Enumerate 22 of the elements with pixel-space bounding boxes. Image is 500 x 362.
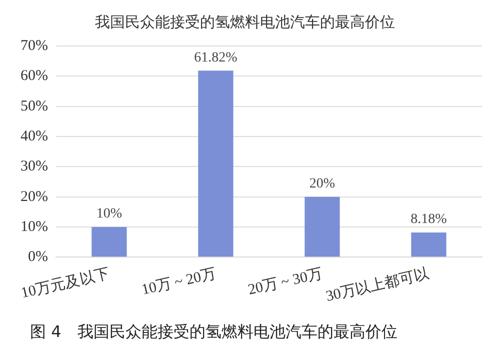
y-tick-label: 30% xyxy=(20,158,48,175)
data-label: 8.18% xyxy=(410,212,448,228)
y-tick-label: 10% xyxy=(20,218,48,235)
chart-title: 我国民众能接受的氢燃料电池汽车的最高价位 xyxy=(95,14,395,31)
y-tick-label: 0% xyxy=(28,249,48,266)
bar xyxy=(411,232,446,257)
caption: 图 4 我国民众能接受的氢燃料电池汽车的最高价位 xyxy=(29,322,398,343)
y-tick-label: 50% xyxy=(20,98,48,114)
x-tick-label: 20万 ~ 30万 xyxy=(246,266,324,298)
y-tick-label: 70% xyxy=(20,38,48,54)
x-tick-label: 30万以上都可以 xyxy=(324,265,430,305)
data-label: 61.82% xyxy=(194,50,238,66)
y-tick-label: 40% xyxy=(20,128,48,144)
y-tick-label: 60% xyxy=(20,68,48,84)
bar xyxy=(304,196,340,257)
bar xyxy=(198,70,234,257)
bar xyxy=(92,227,127,257)
y-tick-label: 20% xyxy=(20,188,48,205)
data-label: 10% xyxy=(96,206,122,222)
x-tick-label: 10万 ~ 20万 xyxy=(140,266,218,298)
data-label: 20% xyxy=(309,176,336,192)
x-tick-label: 10万元及以下 xyxy=(19,265,111,302)
